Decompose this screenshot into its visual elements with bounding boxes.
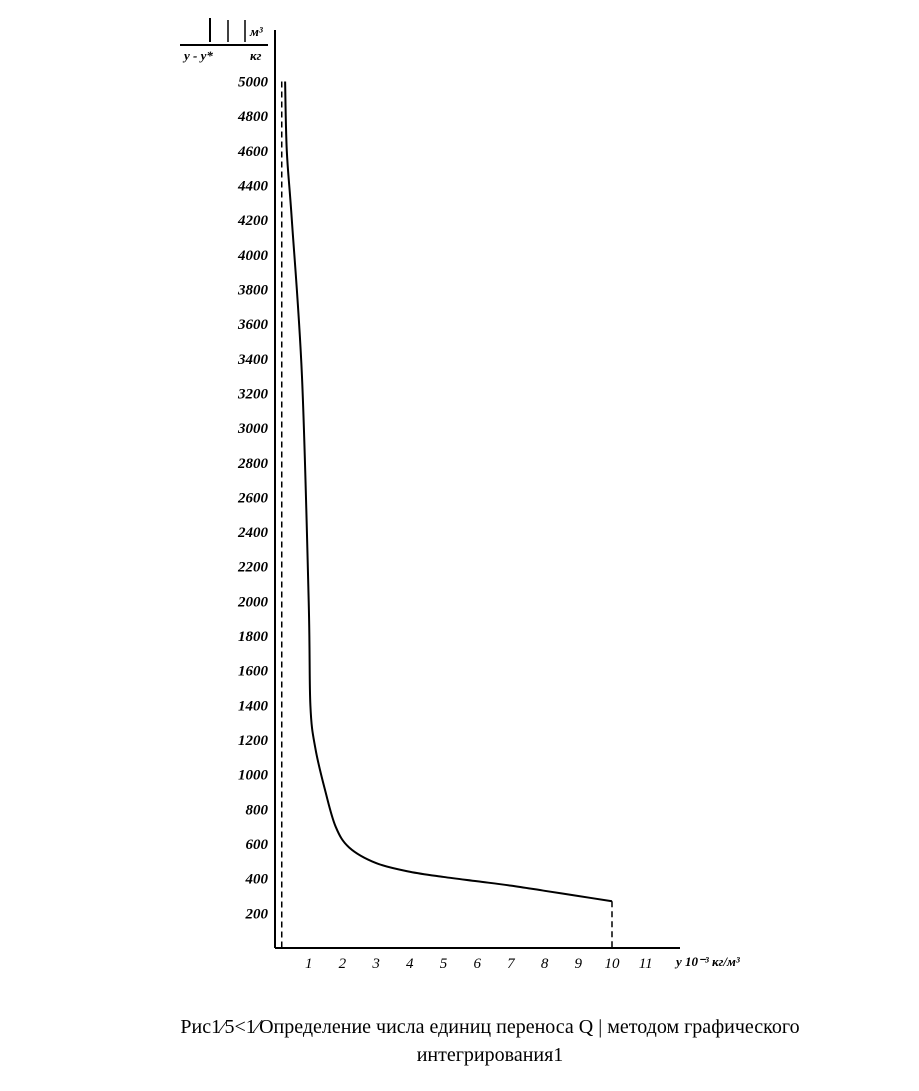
x-tick-label: 4 — [406, 956, 414, 972]
y-tick-label: 4800 — [237, 109, 269, 125]
y-tick-label: 2400 — [237, 525, 269, 541]
y-tick-label: 2000 — [237, 594, 269, 610]
y-tick-label: 5000 — [238, 75, 269, 91]
y-tick-label: 2800 — [237, 456, 269, 472]
x-tick-label: 2 — [339, 956, 347, 972]
y-tick-label: 600 — [246, 837, 269, 853]
y-tick-label: 4200 — [237, 213, 269, 229]
y-tick-label: 2200 — [237, 560, 269, 576]
x-tick-label: 8 — [541, 956, 549, 972]
y-tick-label: 1800 — [238, 629, 269, 645]
x-axis-label: y 10⁻³ кг/м³ — [674, 954, 741, 969]
figure-caption-line-1: Рис1⁄5<1⁄Определение числа единиц перено… — [180, 1016, 800, 1038]
y-tick-label: 3800 — [237, 282, 269, 298]
x-tick-label: 5 — [440, 956, 448, 972]
y-tick-label: 4000 — [237, 248, 269, 264]
y-tick-label: 800 — [246, 802, 269, 818]
y-tick-label: 1400 — [238, 698, 269, 714]
x-tick-label: 7 — [507, 956, 516, 972]
y-tick-label: 1000 — [238, 768, 269, 784]
x-tick-label: 9 — [575, 956, 583, 972]
y-tick-label: 3600 — [237, 317, 269, 333]
y-axis-label-top: м³ — [249, 24, 264, 39]
y-tick-label: 1200 — [238, 733, 269, 749]
x-tick-label: 6 — [473, 956, 481, 972]
x-tick-label: 3 — [371, 956, 380, 972]
x-tick-label: 1 — [305, 956, 313, 972]
x-tick-label: 11 — [639, 956, 653, 972]
y-tick-label: 4400 — [237, 178, 269, 194]
x-tick-group: 1 2 3 4 5 6 7 8 9 10 11 — [305, 956, 653, 972]
y-tick-label: 3200 — [237, 386, 269, 402]
y-tick-label: 200 — [245, 906, 269, 922]
y-tick-label: 3000 — [237, 421, 269, 437]
series-line — [284, 81, 613, 903]
y-tick-group: 5000 4800 4600 4400 4200 4000 3800 3600 3400 3200… — [237, 75, 269, 923]
vertical-marker-group — [280, 81, 613, 948]
y-tick-label: 2600 — [237, 490, 269, 506]
y-tick-label: 1600 — [238, 664, 269, 680]
y-axis-label-prefix: y - y* — [182, 48, 213, 63]
y-axis-label-bottom: кг — [250, 48, 262, 63]
y-tick-label: 3400 — [237, 352, 269, 368]
figure-caption-line-2: интегрирования1 — [416, 1044, 564, 1066]
y-tick-label: 4600 — [237, 144, 269, 160]
y-tick-label: 400 — [245, 872, 269, 888]
chart-svg: м³ y - y* кг y 10⁻³ кг/м³ 50004800460044… — [180, 18, 741, 972]
x-tick-label: 10 — [605, 956, 621, 972]
